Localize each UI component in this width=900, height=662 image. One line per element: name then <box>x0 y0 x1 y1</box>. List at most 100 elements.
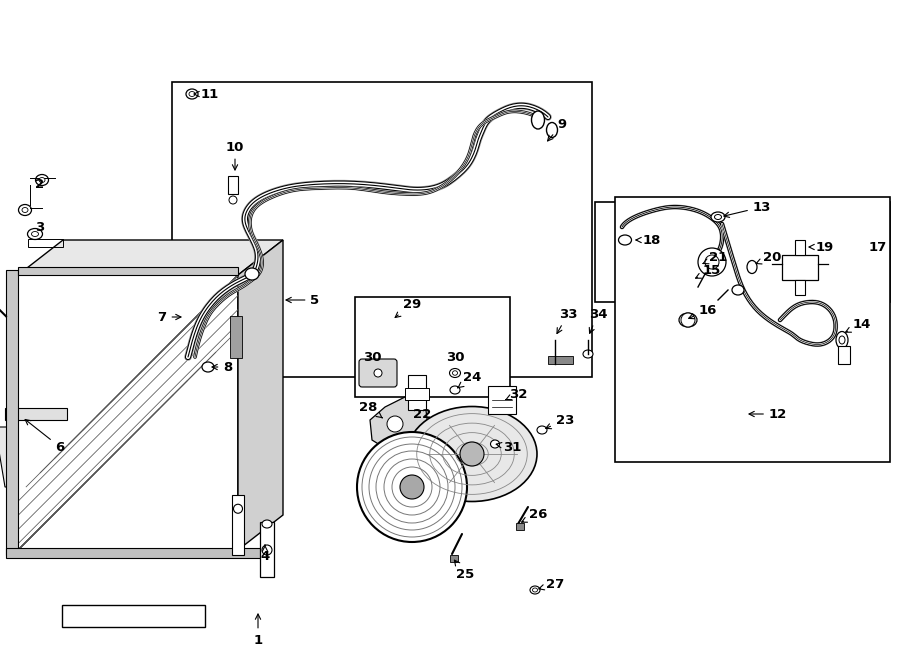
Bar <box>488 386 516 414</box>
Ellipse shape <box>450 386 460 394</box>
Ellipse shape <box>747 261 757 273</box>
Text: 4: 4 <box>260 545 270 563</box>
Bar <box>615 197 890 462</box>
Polygon shape <box>0 427 105 487</box>
Bar <box>232 495 244 555</box>
Text: 14: 14 <box>846 318 871 332</box>
Ellipse shape <box>229 196 237 204</box>
Text: 5: 5 <box>286 293 320 307</box>
Text: 23: 23 <box>545 414 574 429</box>
Text: 13: 13 <box>724 201 771 217</box>
Circle shape <box>698 248 726 276</box>
Text: 9: 9 <box>547 117 567 141</box>
Text: 26: 26 <box>522 508 547 522</box>
Text: 17: 17 <box>868 240 887 254</box>
Text: 3: 3 <box>35 220 45 234</box>
Bar <box>516 523 524 530</box>
Text: 24: 24 <box>458 371 482 388</box>
Text: 22: 22 <box>413 408 431 420</box>
Bar <box>5 408 67 420</box>
Ellipse shape <box>679 313 697 327</box>
Text: 10: 10 <box>226 140 244 170</box>
Bar <box>18 275 238 550</box>
Bar <box>6 270 18 555</box>
Bar <box>18 267 238 275</box>
Bar <box>838 346 850 364</box>
Bar <box>228 176 238 194</box>
Bar <box>6 548 260 558</box>
Polygon shape <box>238 240 283 550</box>
Text: 12: 12 <box>749 408 788 420</box>
Text: 33: 33 <box>557 308 577 334</box>
Ellipse shape <box>407 406 537 502</box>
Text: 18: 18 <box>636 234 662 246</box>
Text: 6: 6 <box>25 420 65 453</box>
Text: 27: 27 <box>539 577 564 591</box>
Ellipse shape <box>533 588 537 592</box>
Text: 15: 15 <box>696 263 721 278</box>
Text: 11: 11 <box>194 87 219 101</box>
Ellipse shape <box>583 350 593 358</box>
Ellipse shape <box>546 122 557 138</box>
FancyBboxPatch shape <box>359 359 397 387</box>
Bar <box>408 375 426 410</box>
Text: 34: 34 <box>589 308 608 333</box>
Ellipse shape <box>491 440 500 448</box>
Bar <box>782 255 818 280</box>
Ellipse shape <box>245 268 259 280</box>
Bar <box>595 202 890 302</box>
Ellipse shape <box>532 111 544 129</box>
Text: 21: 21 <box>703 250 727 263</box>
Ellipse shape <box>32 232 39 236</box>
Ellipse shape <box>449 369 461 377</box>
Text: 29: 29 <box>395 297 421 318</box>
Ellipse shape <box>39 177 45 183</box>
Text: 7: 7 <box>158 310 181 324</box>
Circle shape <box>460 442 484 466</box>
Bar <box>450 555 458 562</box>
Ellipse shape <box>711 212 725 222</box>
Bar <box>355 297 510 397</box>
Circle shape <box>681 313 695 327</box>
Ellipse shape <box>186 89 198 99</box>
Ellipse shape <box>262 545 272 555</box>
Ellipse shape <box>35 175 49 185</box>
Text: 19: 19 <box>809 240 834 254</box>
Ellipse shape <box>189 91 195 97</box>
Ellipse shape <box>453 371 457 375</box>
Ellipse shape <box>839 336 845 344</box>
Circle shape <box>705 255 719 269</box>
Text: 30: 30 <box>363 350 382 363</box>
Ellipse shape <box>537 426 547 434</box>
Ellipse shape <box>202 362 214 372</box>
Polygon shape <box>18 240 283 275</box>
Bar <box>795 280 805 295</box>
Text: 32: 32 <box>506 387 527 401</box>
Bar <box>260 522 274 577</box>
Bar <box>548 356 573 364</box>
Bar <box>28 239 63 247</box>
Ellipse shape <box>836 332 848 348</box>
Ellipse shape <box>28 228 42 240</box>
Bar <box>172 82 592 377</box>
Text: 31: 31 <box>496 440 521 453</box>
Bar <box>405 388 429 400</box>
Text: 8: 8 <box>212 361 232 373</box>
Ellipse shape <box>618 235 632 245</box>
Ellipse shape <box>22 207 28 213</box>
Text: 1: 1 <box>254 614 263 647</box>
Circle shape <box>400 475 424 499</box>
Bar <box>230 316 242 357</box>
Ellipse shape <box>530 586 540 594</box>
Bar <box>62 605 205 627</box>
Circle shape <box>357 432 467 542</box>
Text: 20: 20 <box>756 250 781 264</box>
Text: 28: 28 <box>359 401 382 418</box>
Text: 2: 2 <box>35 177 45 191</box>
Ellipse shape <box>374 369 382 377</box>
Ellipse shape <box>233 504 242 513</box>
Bar <box>795 240 805 255</box>
Text: 16: 16 <box>688 303 717 318</box>
Ellipse shape <box>715 214 722 220</box>
Circle shape <box>387 416 403 432</box>
